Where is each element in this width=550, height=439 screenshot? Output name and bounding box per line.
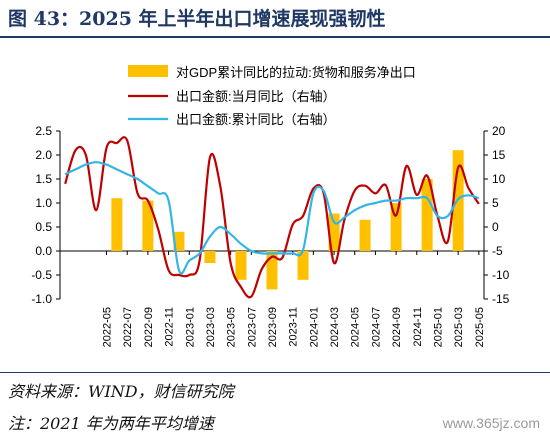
right-tick-label: 15 [492,148,506,162]
left-tick-label: 2.0 [35,148,52,162]
left-tick-label: 0.0 [35,244,52,258]
x-tick-label: 2022-07 [122,307,134,347]
x-tick-label: 2023-07 [246,307,258,347]
right-tick-label: -10 [492,268,510,282]
right-tick-label: 5 [492,196,499,210]
x-tick-label: 2024-09 [391,307,403,347]
legend-label: 对GDP累计同比的拉动:货物和服务净出口 [176,65,416,80]
x-tick-label: 2024-03 [329,307,341,347]
x-tick-label: 2022-09 [143,307,155,347]
bar [142,200,154,251]
bar [328,213,340,251]
bar [173,231,185,251]
x-tick-label: 2025-03 [453,307,465,347]
export-chart: -1.0 -0.5 0.0 0.5 1.0 1.5 2.0 2.5 -15 -10 -5 0 5 10 15… [31,65,510,347]
left-tick-label: -0.5 [31,268,52,282]
x-tick-label: 2024-07 [370,307,382,347]
watermark: www.365jz.com [442,415,540,431]
left-tick-label: 1.5 [35,172,52,186]
left-tick-label: 1.0 [35,196,52,210]
bar [390,203,402,251]
x-tick-label: 2025-01 [432,307,444,347]
series-line [64,161,480,275]
x-tick-label: 2025-05 [474,307,486,347]
bar [359,219,371,251]
right-tick-label: 0 [492,220,499,234]
right-tick-label: 20 [492,124,506,138]
x-tick-label: 2023-01 [184,307,196,347]
x-tick-label: 2023-11 [288,307,300,347]
left-tick-label: -1.0 [31,292,52,306]
left-tick-label: 2.5 [35,124,52,138]
bar [297,251,309,280]
x-tick-label: 2022-05 [102,307,114,347]
right-tick-label: -15 [492,292,510,306]
x-tick-label: 2024-05 [350,307,362,347]
x-tick-label: 2023-03 [205,307,217,347]
x-tick-label: 2022-11 [164,307,176,347]
right-tick-label: 10 [492,172,506,186]
x-tick-label: 2024-11 [412,307,424,347]
source-note: 资料来源：WIND，财信研究院 [8,382,234,401]
footnote: 注：2021 年为两年平均增速 [8,414,214,433]
left-tick-label: 0.5 [35,220,52,234]
bar [421,179,433,251]
x-tick-label: 2023-05 [226,307,238,347]
title-rule [0,36,550,38]
bar [204,251,216,263]
bar [235,251,247,280]
legend-label: 出口金额:当月同比（右轴） [176,89,336,104]
legend-label: 出口金额:累计同比（右轴） [176,112,336,127]
x-tick-label: 2024-01 [308,307,320,347]
bar [266,251,278,290]
source-rule [0,372,550,373]
series-line [64,136,480,299]
x-tick-label: 2023-09 [267,307,279,347]
bar [111,198,123,251]
right-tick-label: -5 [492,244,503,258]
legend-swatch [128,65,168,77]
figure-title: 图 43：2025 年上半年出口增速展现强韧性 [8,8,386,30]
